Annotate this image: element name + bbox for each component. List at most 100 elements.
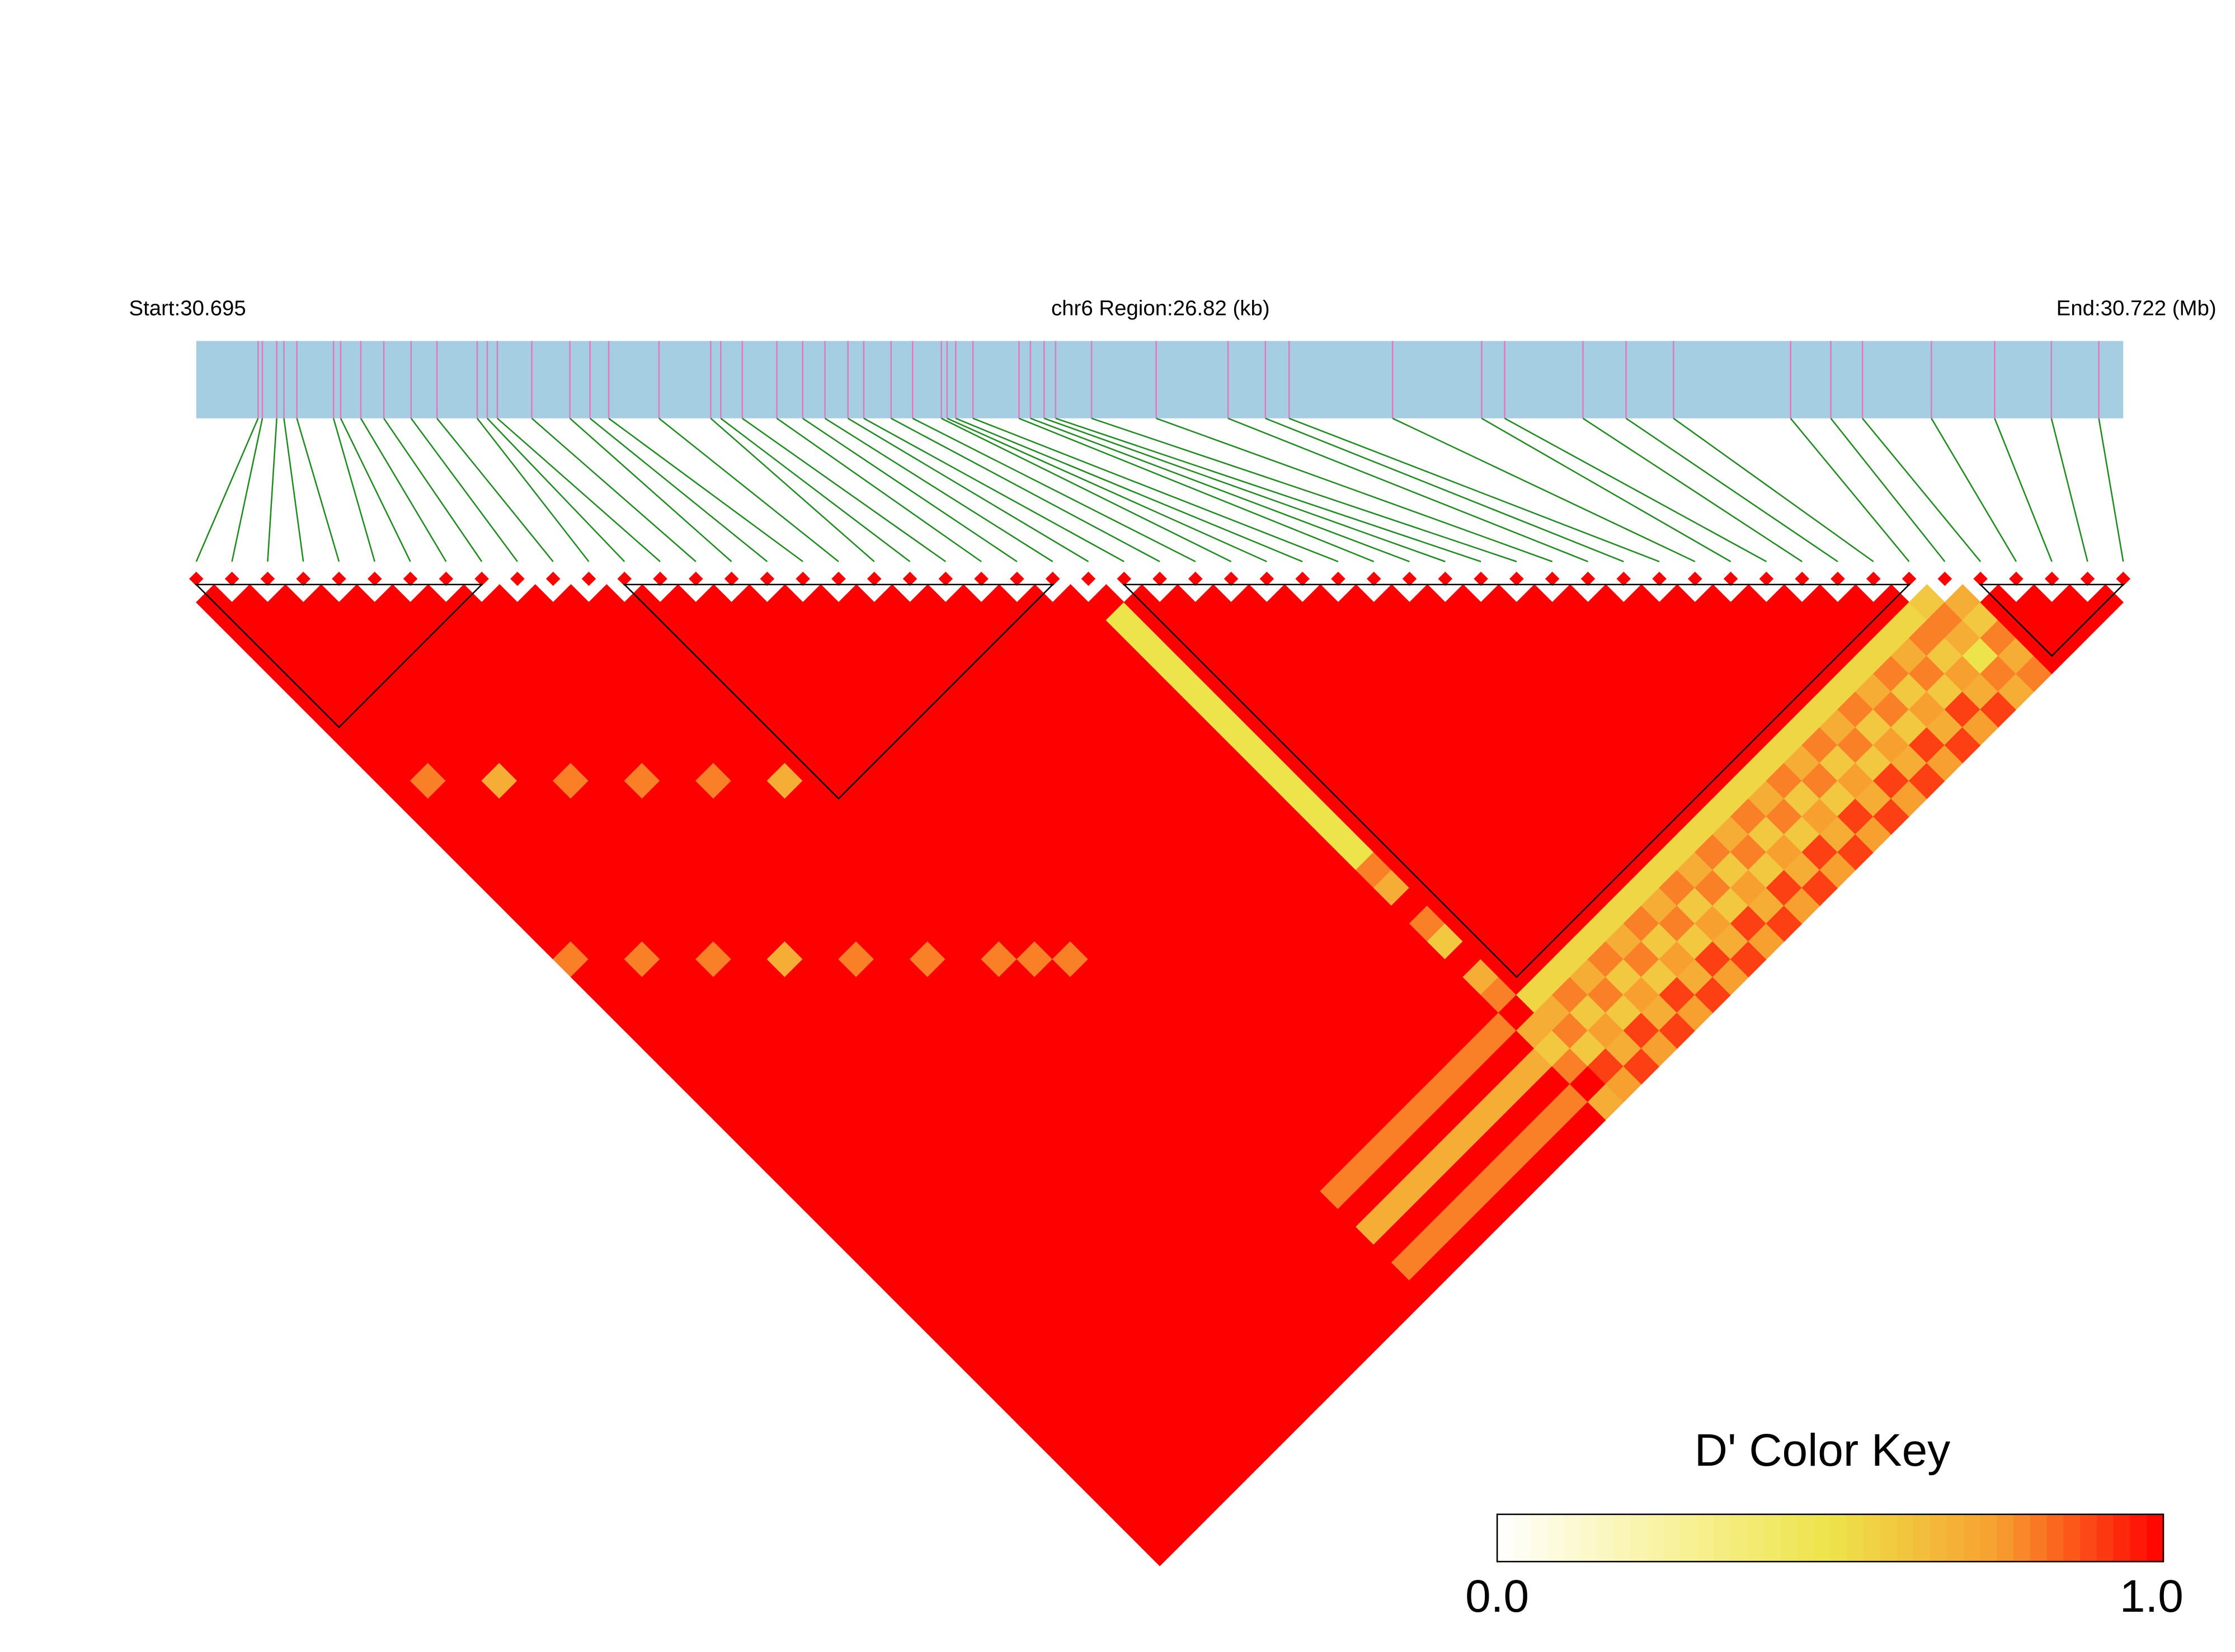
ld-cell [677, 816, 714, 853]
ld-block-outline [1979, 583, 2125, 657]
ld-cell [1105, 709, 1142, 746]
ld-cell [445, 619, 482, 657]
snp-marker [1723, 571, 1738, 586]
snp-connector [1830, 417, 1946, 562]
ld-cell [1659, 869, 1696, 906]
ld-cell [1659, 940, 1696, 978]
ld-cell [891, 601, 929, 639]
snp-marker [1474, 571, 1488, 586]
ld-cell [1444, 619, 1481, 657]
ld-cell [695, 798, 732, 835]
ld-cell [820, 994, 857, 1031]
key-swatch [1963, 1514, 1981, 1562]
ld-cell [1605, 780, 1642, 817]
ld-block-outline [623, 583, 1055, 800]
ld-cell [1480, 1155, 1517, 1192]
ld-cell [1677, 601, 1714, 639]
ld-cell [1605, 994, 1642, 1031]
snp-connector [283, 418, 304, 562]
ld-cell [749, 887, 786, 924]
snp-marker [1081, 571, 1096, 586]
key-swatch [1997, 1514, 2015, 1562]
key-swatch [1864, 1514, 1881, 1562]
ld-cell [891, 887, 929, 924]
ld-cell [1872, 798, 1910, 835]
ld-cell [1659, 584, 1696, 621]
ld-cell [838, 1048, 875, 1085]
snp-connector [608, 417, 803, 562]
snp-marker [189, 571, 204, 586]
ld-cell [1748, 923, 1785, 960]
snp-connector [1790, 417, 1910, 562]
ld-cell [1230, 1048, 1268, 1085]
ld-cell [552, 940, 590, 978]
ld-cell [1159, 1512, 1196, 1549]
ld-cell [1373, 763, 1410, 799]
snp-marker [867, 571, 882, 586]
ld-cell [856, 673, 893, 710]
key-swatch [2013, 1514, 2031, 1562]
ld-cell [838, 940, 875, 978]
snp-marker [1295, 571, 1310, 586]
ld-cell [749, 1066, 786, 1103]
ld-cell [1480, 619, 1517, 657]
ld-cell [1230, 1155, 1268, 1192]
ld-cell [1730, 691, 1767, 728]
ld-cell [856, 709, 893, 746]
ld-cell [1659, 1012, 1696, 1049]
ld-cell [1159, 798, 1196, 835]
snp-connector [720, 417, 911, 562]
ld-cell [1587, 619, 1625, 657]
ld-cell [891, 1066, 929, 1103]
ld-cell [891, 780, 929, 817]
ld-cell [927, 1066, 964, 1103]
ld-cell [1801, 727, 1838, 764]
ld-cell [963, 887, 1000, 924]
ld-cell [1141, 1101, 1178, 1138]
ld-cell [1070, 1101, 1107, 1138]
ld-cell [1605, 709, 1642, 746]
snp-connector [802, 417, 1018, 562]
ld-cell [1338, 1048, 1375, 1085]
ld-cell [909, 1048, 947, 1085]
snp-marker [1188, 571, 1203, 586]
snp-marker [545, 571, 561, 586]
snp-marker [1866, 571, 1881, 586]
ld-cell [784, 1173, 821, 1209]
ld-cell [677, 745, 714, 782]
key-swatch [1830, 1514, 1848, 1562]
ld-cell [1462, 958, 1499, 996]
ld-cell [1159, 940, 1196, 978]
ld-cell [1587, 940, 1625, 978]
ld-cell [1088, 1048, 1125, 1085]
snp-marker [1152, 571, 1167, 586]
ld-cell [1462, 1101, 1499, 1138]
ld-cell [1623, 619, 1660, 657]
ld-cell [1070, 816, 1107, 853]
ld-cell [1266, 655, 1303, 692]
ld-cell [999, 780, 1036, 817]
ld-cell [1730, 798, 1767, 835]
key-swatch [1497, 1514, 1514, 1562]
snp-marker [1616, 571, 1631, 586]
ld-cell [1659, 619, 1696, 657]
ld-cell [1534, 994, 1571, 1031]
ld-cell [1784, 887, 1820, 924]
ld-cell [1462, 851, 1499, 888]
ld-cell [1248, 816, 1286, 853]
ld-cell [1748, 851, 1785, 888]
ld-cell [1748, 673, 1785, 710]
ld-cell [588, 619, 625, 657]
ld-cell [660, 1048, 697, 1085]
snp-connector [1043, 417, 1446, 563]
ld-cell [713, 709, 750, 746]
key-swatch [2130, 1514, 2148, 1562]
ld-cell [624, 869, 661, 906]
ld-cell [1373, 940, 1410, 978]
ld-cell [1677, 637, 1714, 675]
ld-cell [1070, 1066, 1107, 1103]
ld-cell [1730, 763, 1767, 799]
ld-cell [784, 994, 821, 1031]
ld-cell [695, 834, 732, 870]
